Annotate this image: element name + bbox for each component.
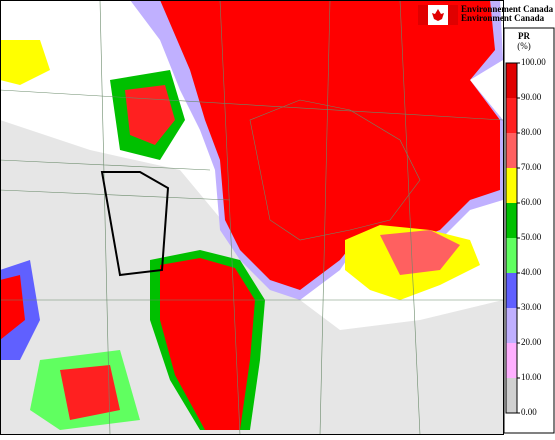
- tick-label: 80.00: [521, 127, 542, 137]
- gray-zone: [0, 120, 503, 435]
- org-name-fr: Environnement Canada: [461, 4, 554, 14]
- tick-label: 0.00: [521, 407, 537, 417]
- tick-label: 10.00: [521, 372, 542, 382]
- borders: [0, 0, 504, 436]
- color-band: [506, 273, 517, 308]
- red-zone-sw: [60, 365, 120, 420]
- tick-label: 20.00: [521, 337, 542, 347]
- maple-leaf: [432, 9, 444, 21]
- tick-label: 40.00: [521, 267, 542, 277]
- tick-label: 50.00: [521, 232, 542, 242]
- color-band: [506, 168, 517, 203]
- color-band: [506, 63, 517, 98]
- yellow-zone-north: [0, 40, 50, 85]
- tick-label: 70.00: [521, 162, 542, 172]
- logo: Environnement Canada Environment Canada: [418, 4, 554, 25]
- salmon-zone: [380, 230, 460, 275]
- color-band: [506, 308, 517, 343]
- color-band: [506, 203, 517, 238]
- map: [0, 0, 504, 436]
- flag-band: [448, 5, 458, 25]
- color-band: [506, 98, 517, 133]
- red-zone-north: [125, 85, 175, 145]
- legend-title: PR: [518, 31, 530, 41]
- tick-label: 60.00: [521, 197, 542, 207]
- flag-band: [418, 5, 428, 25]
- tick-label: 100.00: [521, 57, 546, 67]
- tick-label: 30.00: [521, 302, 542, 312]
- org-name-en: Environment Canada: [461, 13, 545, 23]
- tick-label: 90.00: [521, 92, 542, 102]
- red-zone: [160, 0, 500, 290]
- color-band: [506, 378, 517, 413]
- color-band: [506, 343, 517, 378]
- region-outline: [100, 171, 170, 277]
- red-zone-south: [160, 258, 255, 430]
- red-zone-west: [0, 275, 25, 340]
- color-band: [506, 133, 517, 168]
- legend-unit: (%): [517, 41, 531, 51]
- color-band: [506, 238, 517, 273]
